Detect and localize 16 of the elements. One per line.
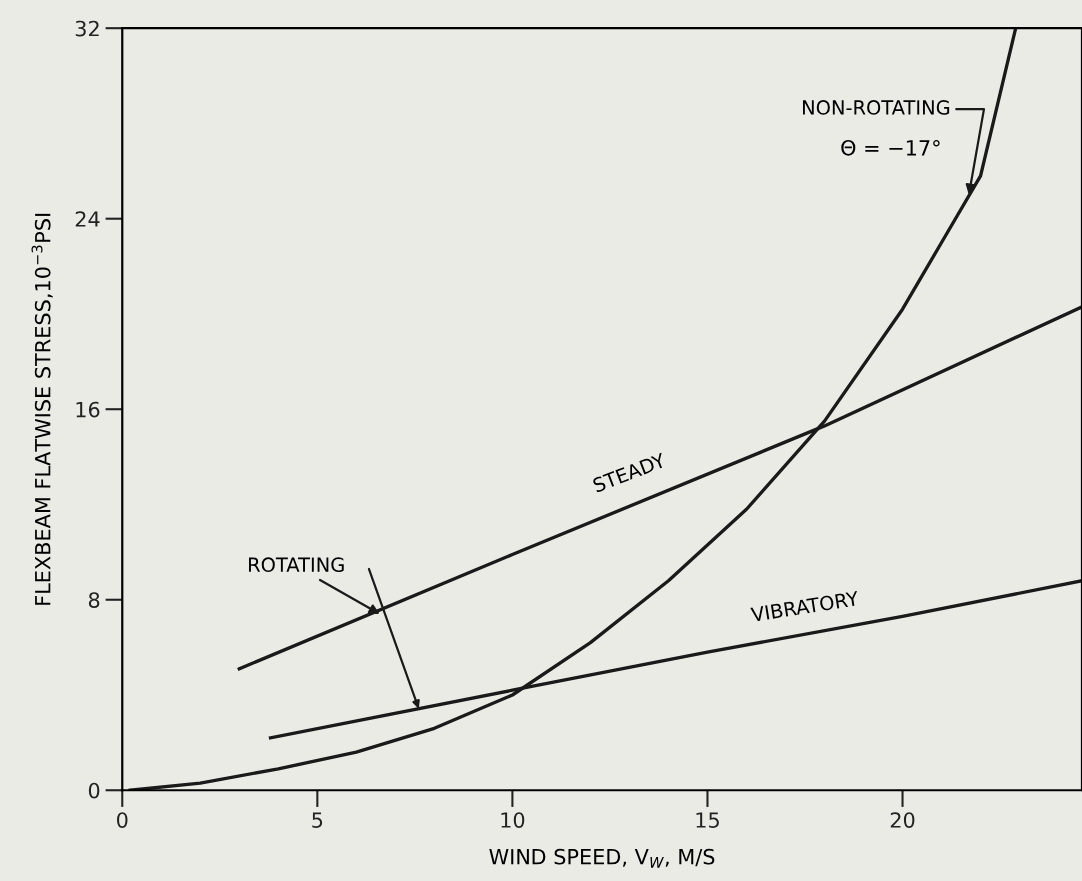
y-tick-label: 0	[88, 782, 100, 799]
text: VIBRATORY	[750, 590, 860, 623]
y-tick-label: 24	[75, 211, 100, 227]
y-tick-label: 8	[88, 592, 100, 608]
annotation: Θ = −17°	[841, 139, 940, 156]
x-tick-label: 20	[890, 812, 915, 828]
y-tick-label: 16	[76, 401, 100, 418]
x-tick-label: 0	[117, 812, 128, 828]
x-tick-label: 10	[501, 812, 525, 828]
x-axis-title: WIND SPEED, V$_{W}$, M/S	[489, 848, 715, 868]
annotation: NON-ROTATING	[803, 100, 950, 115]
annotation: ROTATING	[249, 557, 344, 573]
x-tick-label: 5	[312, 812, 323, 828]
x-tick-label: 15	[696, 812, 719, 828]
y-tick-label: 32	[75, 20, 99, 37]
y-axis-title: FLEXBEAM FLATWISE STRESS,10$^{−3}$PSI	[31, 213, 53, 605]
